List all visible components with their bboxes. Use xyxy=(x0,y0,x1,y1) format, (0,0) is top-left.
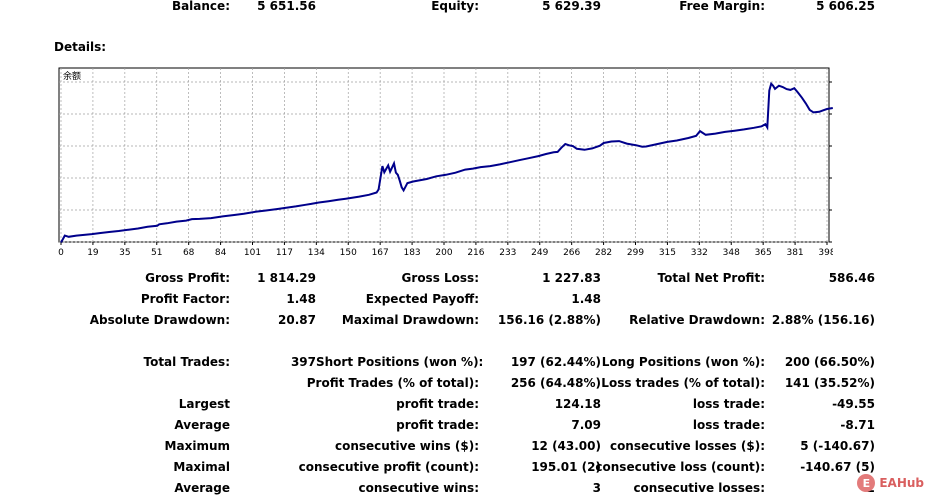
average-loss-value: -8.71 xyxy=(840,418,875,432)
maximal-cons-loss-label: consecutive loss (count): xyxy=(595,460,765,474)
avg-cons-losses-label: consecutive losses: xyxy=(633,481,765,495)
chart-x-tick-label: 183 xyxy=(403,248,420,258)
chart-x-tick-label: 134 xyxy=(308,248,325,258)
avg-cons-wins-label: consecutive wins: xyxy=(358,481,479,495)
expected-payoff-value: 1.48 xyxy=(571,292,601,306)
chart-x-tick-label: 19 xyxy=(87,248,99,258)
chart-x-tick-label: 365 xyxy=(755,248,772,258)
chart-x-tick-label: 282 xyxy=(595,248,612,258)
free-margin-value: 5 606.25 xyxy=(816,0,875,13)
balance-label: Balance: xyxy=(171,0,230,13)
gross-profit-value: 1 814.29 xyxy=(257,271,316,285)
eahub-logo-icon: E xyxy=(857,474,876,492)
chart-x-tick-label: 299 xyxy=(627,248,644,258)
chart-x-tick-label: 84 xyxy=(215,248,227,258)
maximum-label: Maximum xyxy=(164,439,230,453)
chart-x-tick-label: 51 xyxy=(151,248,162,258)
profit-factor-value: 1.48 xyxy=(286,292,316,306)
short-positions-label: Short Positions (won %): xyxy=(316,355,484,369)
average-label: Average xyxy=(174,418,230,432)
balance-value: 5 651.56 xyxy=(257,0,316,13)
chart-x-tick-label: 348 xyxy=(723,248,740,258)
chart-x-tick-label: 150 xyxy=(340,248,357,258)
gross-profit-label: Gross Profit: xyxy=(145,271,230,285)
profit-trades-label: Profit Trades (% of total): xyxy=(306,376,479,390)
chart-x-tick-label: 68 xyxy=(183,248,195,258)
chart-x-tick-label: 398 xyxy=(818,248,833,258)
maximal-cons-profit-value: 195.01 (2) xyxy=(531,460,601,474)
max-cons-losses-label: consecutive losses ($): xyxy=(609,439,765,453)
largest-profit-label: profit trade: xyxy=(396,397,479,411)
gross-loss-label: Gross Loss: xyxy=(401,271,479,285)
equity-label: Equity: xyxy=(431,0,479,13)
chart-x-tick-label: 266 xyxy=(563,248,580,258)
loss-trades-value: 141 (35.52%) xyxy=(784,376,875,390)
total-trades-value: 397 xyxy=(290,355,316,369)
chart-x-tick-label: 381 xyxy=(786,248,803,258)
total-net-profit-label: Total Net Profit: xyxy=(657,271,765,285)
maximal-cons-loss-value: -140.67 (5) xyxy=(800,460,875,474)
long-positions-label: Long Positions (won %): xyxy=(601,355,765,369)
gross-loss-value: 1 227.83 xyxy=(542,271,601,285)
average2-label: Average xyxy=(174,481,230,495)
max-cons-wins-label: consecutive wins ($): xyxy=(334,439,479,453)
eahub-watermark: E EAHub xyxy=(857,474,924,492)
largest-loss-value: -49.55 xyxy=(832,397,875,411)
average-profit-value: 7.09 xyxy=(571,418,601,432)
loss-trades-label: Loss trades (% of total): xyxy=(601,376,765,390)
maximal-drawdown-value: 156.16 (2.88%) xyxy=(497,313,601,327)
max-cons-wins-value: 12 (43.00) xyxy=(531,439,601,453)
chart-plot-area xyxy=(58,67,830,243)
maximal-cons-profit-label: consecutive profit (count): xyxy=(298,460,479,474)
chart-x-tick-label: 117 xyxy=(276,248,293,258)
long-positions-value: 200 (66.50%) xyxy=(784,355,875,369)
balance-chart: 5776562254685315516150070193551688410111… xyxy=(58,67,833,258)
chart-x-tick-label: 249 xyxy=(531,248,548,258)
chart-x-tick-label: 216 xyxy=(467,248,484,258)
expected-payoff-label: Expected Payoff: xyxy=(365,292,479,306)
profit-factor-label: Profit Factor: xyxy=(140,292,230,306)
max-cons-losses-value: 5 (-140.67) xyxy=(800,439,875,453)
eahub-text: EAHub xyxy=(879,476,924,490)
largest-profit-value: 124.18 xyxy=(554,397,601,411)
chart-x-tick-label: 0 xyxy=(58,248,64,258)
equity-value: 5 629.39 xyxy=(542,0,601,13)
relative-drawdown-value: 2.88% (156.16) xyxy=(771,313,875,327)
profit-trades-value: 256 (64.48%) xyxy=(510,376,601,390)
chart-x-tick-label: 101 xyxy=(244,248,261,258)
absolute-drawdown-label: Absolute Drawdown: xyxy=(89,313,230,327)
chart-x-tick-label: 35 xyxy=(119,248,130,258)
maximal-label: Maximal xyxy=(173,460,230,474)
chart-x-tick-label: 332 xyxy=(691,248,708,258)
largest-loss-label: loss trade: xyxy=(692,397,765,411)
relative-drawdown-label: Relative Drawdown: xyxy=(629,313,765,327)
chart-x-tick-label: 315 xyxy=(659,248,676,258)
maximal-drawdown-label: Maximal Drawdown: xyxy=(341,313,479,327)
avg-cons-wins-value: 3 xyxy=(592,481,601,495)
chart-x-tick-label: 200 xyxy=(435,248,452,258)
chart-x-tick-label: 167 xyxy=(372,248,389,258)
short-positions-value: 197 (62.44%) xyxy=(510,355,601,369)
balance-line xyxy=(60,81,833,243)
average-profit-label: profit trade: xyxy=(396,418,479,432)
total-net-profit-value: 586.46 xyxy=(828,271,875,285)
average-loss-label: loss trade: xyxy=(692,418,765,432)
absolute-drawdown-value: 20.87 xyxy=(278,313,316,327)
total-trades-label: Total Trades: xyxy=(143,355,230,369)
chart-x-tick-label: 233 xyxy=(499,248,516,258)
largest-label: Largest xyxy=(178,397,230,411)
chart-title: 余额 xyxy=(63,70,81,82)
free-margin-label: Free Margin: xyxy=(679,0,765,13)
details-label: Details: xyxy=(54,40,107,54)
